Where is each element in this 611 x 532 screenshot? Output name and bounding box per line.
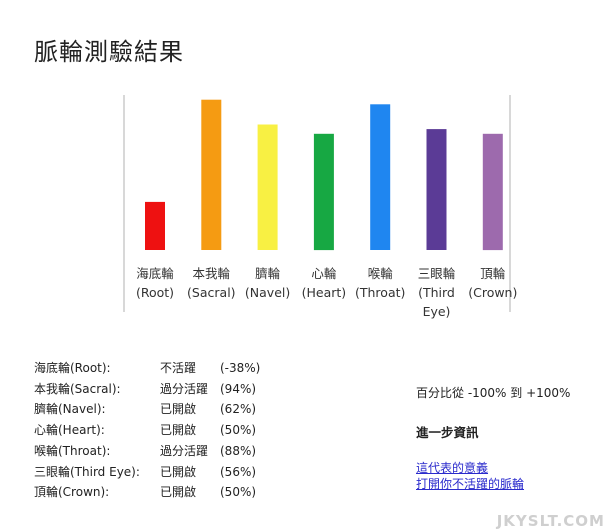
result-name: 海底輪(Root): [34, 361, 111, 375]
category-label-line: (Third [418, 285, 455, 300]
category-label-1: 本我輪 (Sacral) [187, 266, 236, 300]
result-percent: (-38%) [220, 361, 261, 375]
result-percent: (56%) [220, 464, 257, 479]
result-status: 不活躍 [160, 361, 197, 375]
result-status: 已開啟 [160, 423, 197, 438]
result-row: 喉輪(Throat): 過分活躍 (88%) [34, 441, 280, 462]
result-percent: (50%) [220, 423, 257, 438]
chakra-bar-chart: 海底輪 (Root) 本我輪 (Sacral) 臍輪 (Navel) 心輪 (Heart) 喉輪… [123, 95, 517, 319]
result-name: 心輪(Heart): [34, 423, 105, 438]
bar-3 [313, 133, 334, 251]
result-status: 已開啟 [160, 464, 197, 479]
category-label-0: 海底輪 (Root) [136, 266, 174, 300]
category-label-line: 頂輪 [480, 266, 506, 281]
category-label-line: (Root) [136, 285, 174, 300]
result-row: 頂輪(Crown): 已開啟 (50%) [34, 482, 280, 503]
bar-2 [257, 124, 278, 250]
result-percent: (50%) [220, 485, 257, 500]
category-label-line: 喉輪 [368, 266, 394, 281]
result-row: 海底輪(Root): 不活躍 (-38%) [34, 358, 280, 379]
category-label-3: 心輪 (Heart) [302, 266, 347, 300]
category-label-line: (Heart) [302, 285, 347, 300]
bar-0 [145, 201, 165, 250]
result-status: 已開啟 [160, 402, 197, 417]
percent-range-note: 百分比從 -100% 到 +100% [416, 386, 571, 400]
category-label-line: 本我輪 [193, 266, 231, 281]
info-links: 這代表的意義 打開你不活躍的脈輪 [416, 460, 570, 492]
results-table: 海底輪(Root): 不活躍 (-38%) 本我輪(Sacral): 過分活躍 … [34, 358, 280, 503]
category-label-line: 三眼輪 [418, 266, 456, 281]
category-label-5: 三眼輪 (Third Eye) [418, 266, 456, 319]
meaning-link[interactable]: 這代表的意義 [416, 461, 489, 475]
category-label-line: (Throat) [355, 285, 405, 300]
page-title: 脈輪測驗結果 [34, 38, 184, 66]
result-name: 三眼輪(Third Eye): [34, 464, 140, 479]
category-label-line: (Crown) [468, 285, 517, 300]
result-row: 心輪(Heart): 已開啟 (50%) [34, 420, 280, 441]
result-status: 已開啟 [160, 485, 197, 500]
result-name: 喉輪(Throat): [34, 443, 111, 458]
category-label-line: Eye) [423, 304, 451, 319]
category-label-4: 喉輪 (Throat) [355, 266, 405, 300]
category-label-line: 心輪 [311, 266, 337, 281]
bar-6 [482, 133, 503, 251]
bar-4 [370, 104, 391, 250]
result-percent: (88%) [220, 443, 257, 458]
open-inactive-chakra-link[interactable]: 打開你不活躍的脈輪 [416, 477, 525, 491]
info-panel: 百分比從 -100% 到 +100% 進一步資訊 這代表的意義 打開你不活躍的脈… [416, 384, 570, 492]
bar-1 [201, 99, 222, 250]
further-info-heading: 進一步資訊 [416, 425, 479, 440]
watermark: JKYSLT.COM [496, 512, 605, 530]
result-percent: (62%) [220, 402, 257, 417]
category-label-line: 臍輪 [255, 266, 281, 281]
result-status: 過分活躍 [160, 381, 209, 396]
result-row: 臍輪(Navel): 已開啟 (62%) [34, 399, 280, 420]
category-label-2: 臍輪 (Navel) [245, 266, 290, 300]
category-label-6: 頂輪 (Crown) [468, 266, 517, 300]
result-row: 三眼輪(Third Eye): 已開啟 (56%) [34, 462, 280, 483]
result-name: 本我輪(Sacral): [34, 381, 121, 396]
result-row: 本我輪(Sacral): 過分活躍 (94%) [34, 379, 280, 400]
result-percent: (94%) [220, 381, 257, 396]
category-label-line: 海底輪 [136, 266, 174, 281]
result-status: 過分活躍 [160, 443, 209, 458]
result-name: 頂輪(Crown): [34, 485, 110, 500]
bar-5 [426, 129, 447, 250]
category-label-line: (Sacral) [187, 285, 236, 300]
result-name: 臍輪(Navel): [34, 402, 106, 417]
category-label-line: (Navel) [245, 285, 290, 300]
